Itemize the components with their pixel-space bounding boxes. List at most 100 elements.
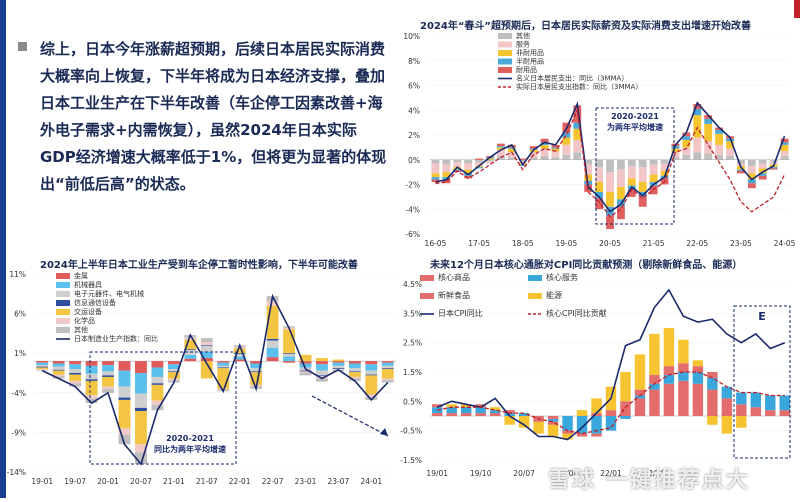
legend-swatch — [56, 300, 70, 306]
bar-segment — [118, 397, 131, 400]
trend-arrowhead — [380, 428, 388, 436]
bar-segment — [200, 342, 213, 346]
bar-segment — [678, 339, 689, 364]
bar-segment — [671, 148, 680, 153]
bar-segment — [332, 368, 345, 370]
bar-segment — [486, 160, 494, 164]
series-line — [437, 371, 785, 435]
bar-segment — [765, 410, 776, 416]
bar-segment — [365, 361, 378, 365]
bar-segment — [779, 410, 790, 416]
y-tick-label: 0.5% — [403, 397, 422, 406]
annotation-text: 为两年平均增速 — [607, 122, 663, 132]
bar-segment — [638, 182, 647, 192]
bar-segment — [678, 372, 689, 381]
bar-segment — [348, 378, 361, 381]
bar-segment — [431, 179, 440, 183]
bar-segment — [184, 358, 197, 362]
bar-segment — [504, 416, 515, 425]
bar-segment — [606, 215, 614, 230]
bar-segment — [627, 159, 636, 166]
bar-segment — [200, 338, 213, 343]
bar-segment — [584, 159, 593, 165]
y-tick-label: 8% — [408, 57, 420, 66]
bar-segment — [348, 371, 361, 373]
bar-segment — [217, 367, 230, 369]
chart-title: 2024年上半年日本工业生产受到车企停工暂时性影响，下半年可能改善 — [40, 260, 358, 271]
annotation-text: E — [758, 310, 766, 323]
bar-segment — [562, 154, 571, 160]
bar-segment — [726, 148, 734, 157]
bar-segment — [638, 167, 647, 183]
bar-segment — [595, 182, 604, 192]
legend-swatch — [56, 282, 70, 288]
bar-segment — [118, 386, 131, 398]
chart-panel-consumption: 2024年“春斗”超预期后，日本居民实际薪资及实际消费支出增速开始改善 10% 8… — [398, 14, 798, 256]
bar-segment — [616, 186, 625, 200]
bar-segment — [381, 380, 394, 383]
bar-segment — [36, 369, 49, 371]
legend-swatch — [498, 50, 512, 56]
bar-segment — [151, 383, 164, 385]
bar-segment — [432, 404, 443, 408]
bar-segment — [682, 139, 691, 148]
bar-segment — [649, 174, 658, 183]
y-tick-label: 6% — [408, 82, 420, 91]
x-tick-label: 22/01 — [600, 469, 622, 478]
bar-segment — [52, 369, 65, 371]
bar-segment — [36, 366, 49, 368]
bar-segment — [616, 159, 625, 170]
bar-segment — [692, 372, 704, 384]
bar-segment — [348, 363, 361, 369]
bar-segment — [464, 159, 473, 164]
y-tick-label: -14% — [7, 468, 26, 477]
bar-segment — [316, 375, 328, 377]
bar-segment — [638, 191, 647, 197]
bar-segment — [475, 158, 484, 160]
bar-segment — [453, 162, 462, 168]
legend-swatch — [420, 293, 434, 299]
bar-segment — [576, 433, 588, 437]
legend-label: 金属 — [74, 271, 88, 280]
y-tick-label: 1% — [14, 349, 26, 358]
bar-segment — [620, 401, 631, 405]
bar-segment — [595, 191, 604, 199]
bar-segment — [747, 179, 756, 184]
bar-segment — [36, 362, 49, 366]
bar-segment — [283, 353, 295, 357]
bar-segment — [721, 386, 733, 399]
bar-segment — [715, 144, 724, 155]
bar-segment — [547, 421, 559, 425]
bar-segment — [102, 376, 114, 387]
bar-segment — [693, 109, 702, 116]
bar-segment — [489, 410, 501, 414]
y-tick-label: -6% — [405, 230, 420, 239]
bar-segment — [266, 300, 279, 306]
annotation-text: 同比为两年平均增速 — [154, 444, 226, 454]
legend-label: 耐用品 — [516, 65, 537, 74]
bar-segment — [663, 328, 675, 367]
x-tick-label: 19/10 — [470, 469, 492, 478]
bar-segment — [496, 146, 505, 148]
bar-segment — [200, 345, 213, 347]
bar-segment — [381, 369, 394, 379]
bar-segment — [332, 362, 345, 366]
bar-segment — [551, 144, 560, 148]
bar-segment — [200, 351, 213, 358]
left-edge-bar — [0, 0, 6, 498]
bar-segment — [102, 386, 114, 389]
bar-segment — [496, 147, 505, 150]
bar-segment — [547, 416, 559, 419]
bar-segment — [518, 160, 527, 164]
bar-segment — [167, 361, 180, 365]
bar-segment — [707, 416, 718, 425]
bar-segment — [682, 136, 691, 140]
bar-segment — [663, 383, 675, 416]
bar-segment — [540, 138, 549, 143]
x-tick-label: 17-05 — [468, 239, 490, 248]
bar-segment — [747, 165, 756, 174]
bar-segment — [693, 152, 702, 160]
legend-label: 其他 — [74, 325, 88, 334]
bar-segment — [85, 398, 98, 404]
x-tick-label: 23-05 — [730, 239, 752, 248]
